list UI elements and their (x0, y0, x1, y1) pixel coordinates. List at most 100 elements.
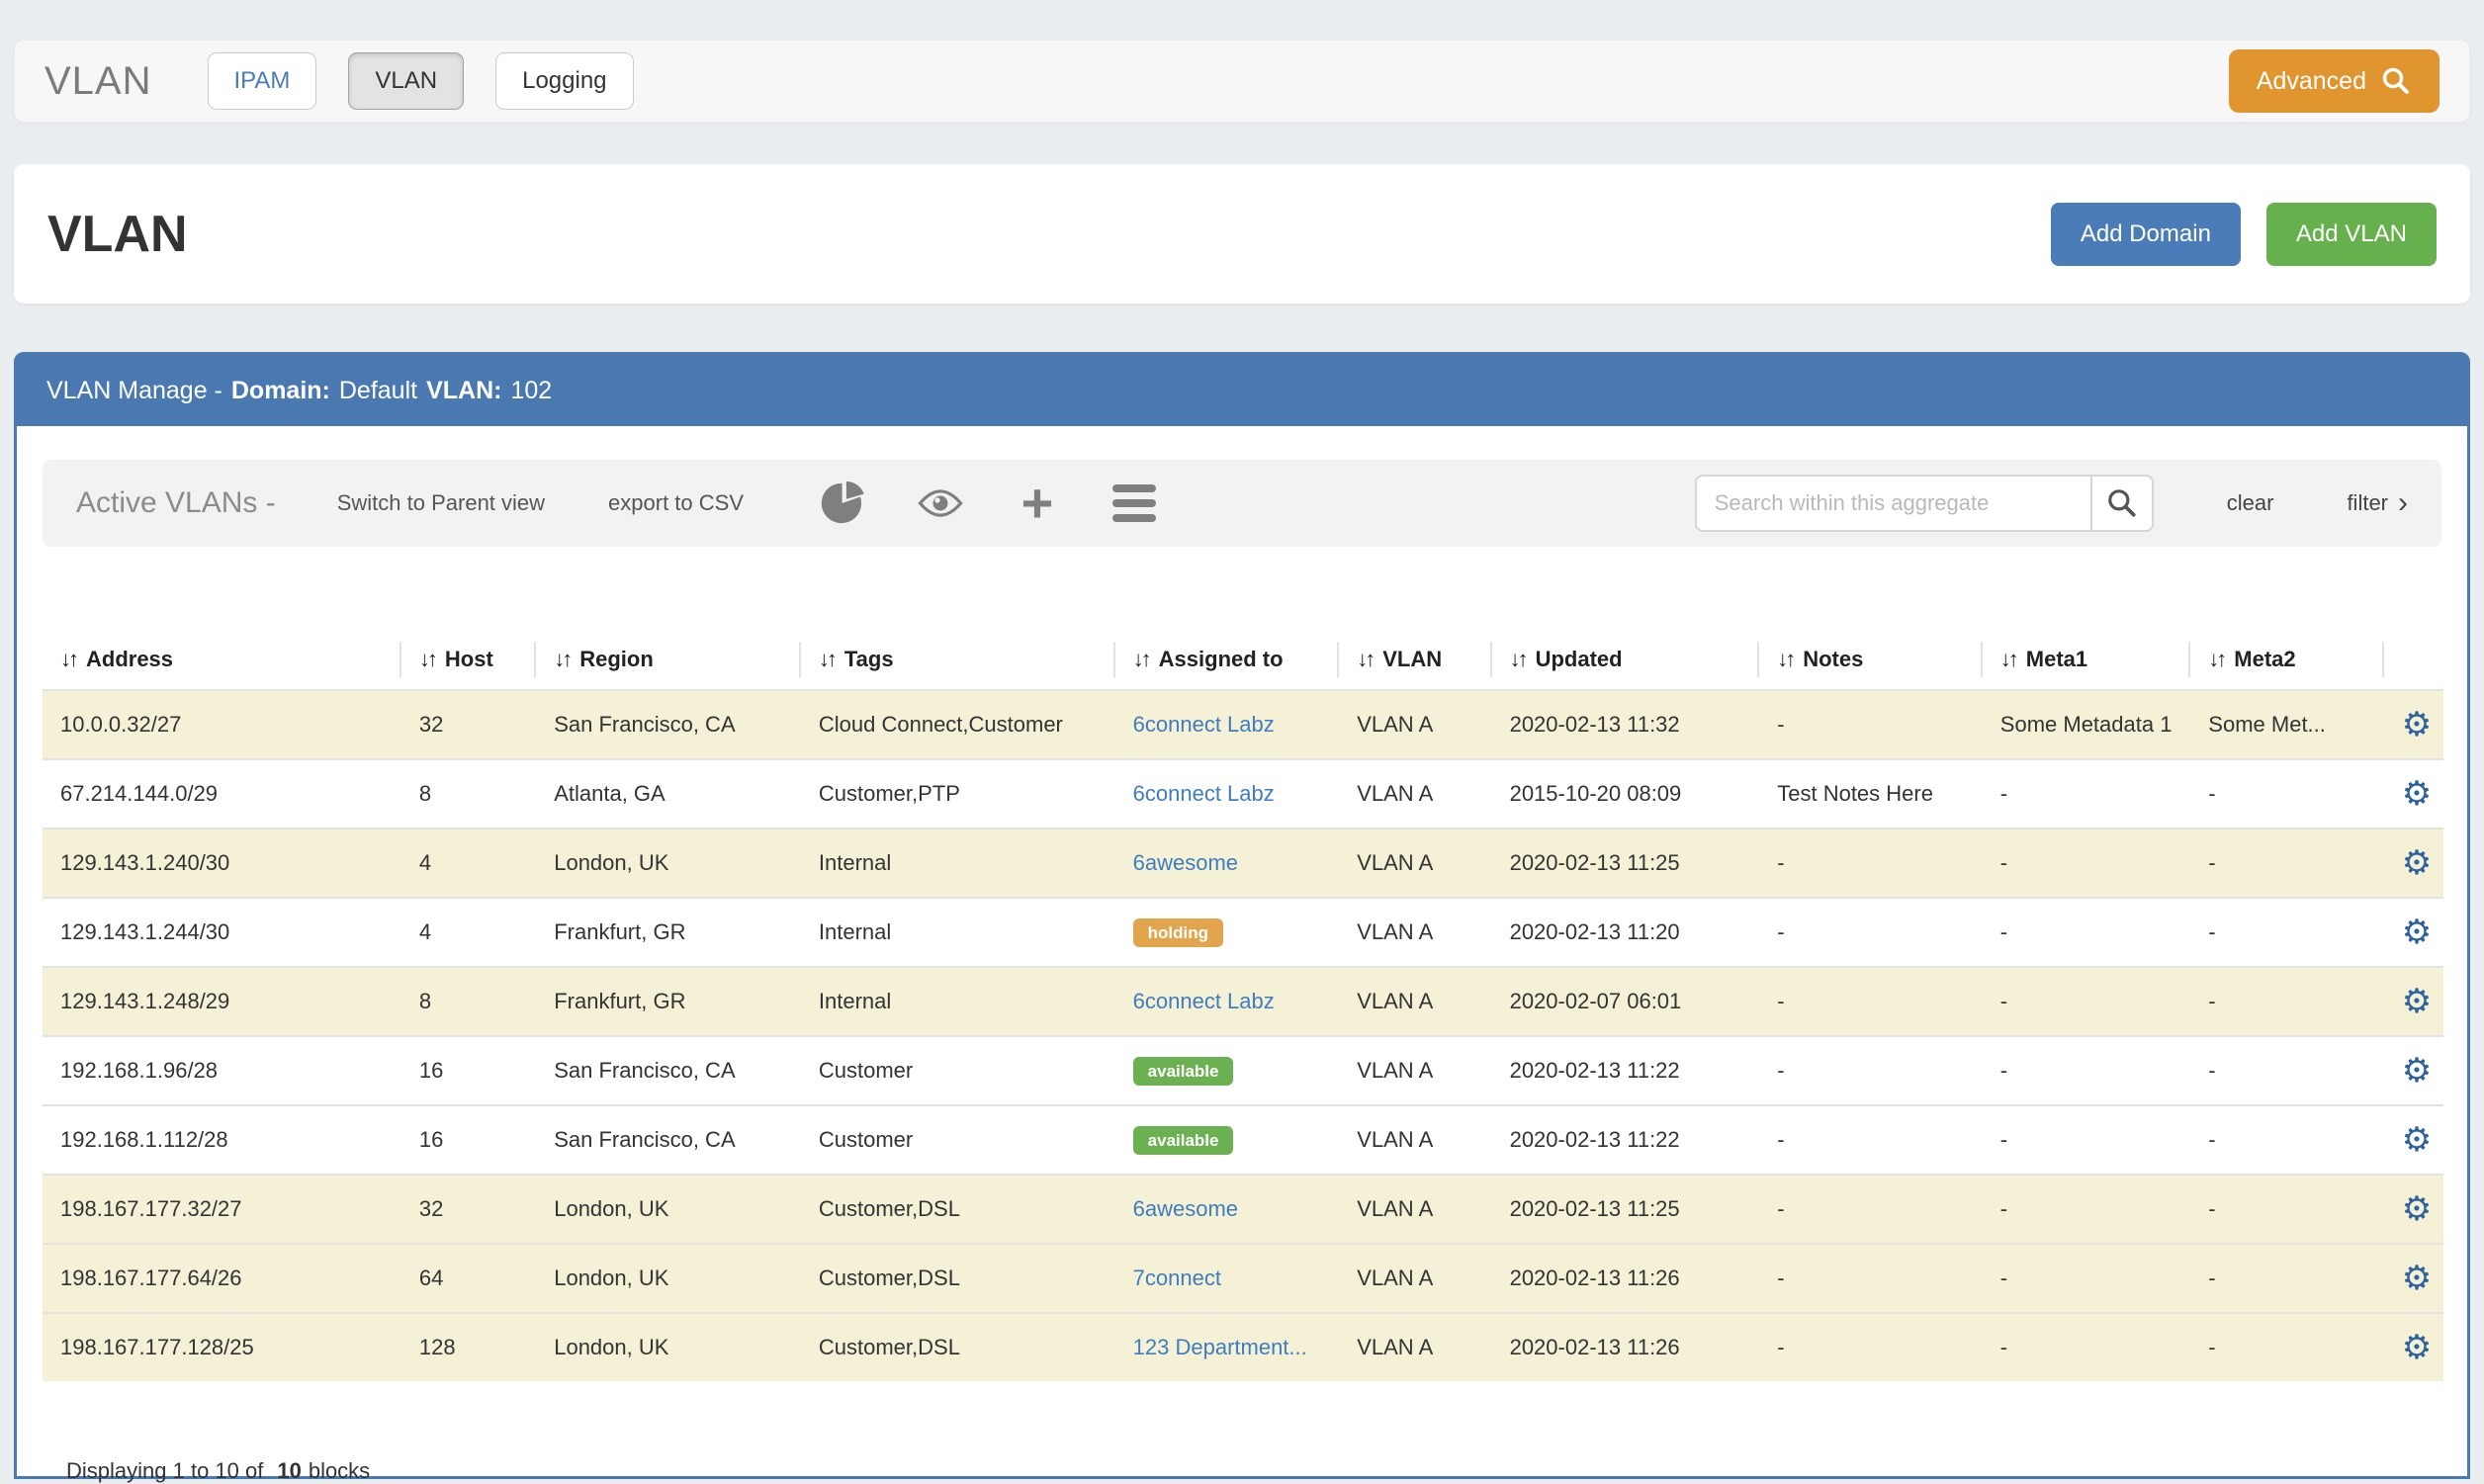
tab-ipam[interactable]: IPAM (208, 52, 317, 110)
column-header-tags[interactable]: ↓↑Tags (801, 630, 1115, 690)
table-row: 129.143.1.248/298Frankfurt, GRInternal6c… (43, 967, 2443, 1036)
cell-notes: - (1759, 967, 1983, 1036)
gear-icon[interactable]: ⚙ (2402, 775, 2432, 813)
magnifier-icon (2380, 65, 2412, 97)
panel-heading-manage: VLAN Manage - (46, 377, 222, 405)
page-title: VLAN (47, 205, 188, 264)
clear-link[interactable]: clear (2227, 490, 2274, 516)
column-header-address[interactable]: ↓↑Address (43, 630, 401, 690)
cell-actions: ⚙ (2384, 1105, 2443, 1175)
sort-icon: ↓↑ (2000, 647, 2016, 671)
sort-icon: ↓↑ (1510, 647, 1526, 671)
gear-icon[interactable]: ⚙ (2402, 1121, 2432, 1159)
cell-meta1: - (1983, 1105, 2191, 1175)
gear-icon[interactable]: ⚙ (2402, 1190, 2432, 1228)
gear-icon[interactable]: ⚙ (2402, 1260, 2432, 1297)
app-brand: VLAN (44, 59, 152, 104)
assigned-to-link[interactable]: 123 Department... (1133, 1335, 1307, 1359)
cell-actions: ⚙ (2384, 1313, 2443, 1381)
cell-notes: - (1759, 690, 1983, 759)
assigned-to-link[interactable]: 6connect Labz (1133, 712, 1275, 737)
column-header-updated[interactable]: ↓↑Updated (1492, 630, 1760, 690)
cell-meta1: - (1983, 898, 2191, 967)
column-header-notes[interactable]: ↓↑Notes (1759, 630, 1983, 690)
column-header-region[interactable]: ↓↑Region (536, 630, 801, 690)
add-domain-button[interactable]: Add Domain (2051, 203, 2241, 266)
gear-icon[interactable]: ⚙ (2402, 983, 2432, 1020)
export-csv-link[interactable]: export to CSV (608, 490, 744, 516)
cell-vlan: VLAN A (1339, 1244, 1491, 1313)
table-row: 192.168.1.96/2816San Francisco, CACustom… (43, 1036, 2443, 1105)
panel-heading-domain-value: Default (339, 377, 417, 405)
cell-notes: - (1759, 1175, 1983, 1244)
cell-updated: 2015-10-20 08:09 (1492, 759, 1760, 829)
column-header-host[interactable]: ↓↑Host (401, 630, 536, 690)
sort-icon: ↓↑ (1133, 647, 1149, 671)
cell-meta1: - (1983, 1313, 2191, 1381)
cell-assigned: available (1115, 1105, 1340, 1175)
table-row: 198.167.177.64/2664London, UKCustomer,DS… (43, 1244, 2443, 1313)
column-header-meta2[interactable]: ↓↑Meta2 (2190, 630, 2383, 690)
menu-icon[interactable] (1111, 480, 1157, 526)
cell-assigned: available (1115, 1036, 1340, 1105)
gear-icon[interactable]: ⚙ (2402, 1052, 2432, 1090)
chevron-right-icon: › (2398, 492, 2408, 514)
assigned-to-link[interactable]: 6awesome (1133, 1196, 1238, 1221)
column-header-meta1[interactable]: ↓↑Meta1 (1983, 630, 2191, 690)
cell-tags: Internal (801, 898, 1115, 967)
cell-tags: Customer (801, 1105, 1115, 1175)
cell-actions: ⚙ (2384, 690, 2443, 759)
cell-meta1: Some Metadata 1 (1983, 690, 2191, 759)
gear-icon[interactable]: ⚙ (2402, 844, 2432, 882)
cell-assigned: 7connect (1115, 1244, 1340, 1313)
panel-heading: VLAN Manage - Domain: Default VLAN: 102 (17, 355, 2467, 426)
cell-host: 4 (401, 898, 536, 967)
cell-actions: ⚙ (2384, 759, 2443, 829)
vlan-table-head: ↓↑Address↓↑Host↓↑Region↓↑Tags↓↑Assigned … (43, 630, 2443, 690)
advanced-search-button[interactable]: Advanced (2229, 49, 2440, 113)
add-vlan-button[interactable]: Add VLAN (2266, 203, 2437, 266)
panel-heading-vlan-label: VLAN: (426, 377, 501, 405)
cell-vlan: VLAN A (1339, 1313, 1491, 1381)
plus-icon[interactable]: + (1015, 480, 1060, 526)
vlan-table-body: 10.0.0.32/2732San Francisco, CACloud Con… (43, 690, 2443, 1381)
search-button[interactable] (2090, 475, 2154, 532)
assigned-to-link[interactable]: 6connect Labz (1133, 781, 1275, 806)
switch-parent-view-link[interactable]: Switch to Parent view (337, 490, 545, 516)
table-row: 129.143.1.244/304Frankfurt, GRInternalho… (43, 898, 2443, 967)
cell-notes: - (1759, 1313, 1983, 1381)
cell-meta1: - (1983, 1244, 2191, 1313)
column-header-vlan[interactable]: ↓↑VLAN (1339, 630, 1491, 690)
cell-region: San Francisco, CA (536, 690, 801, 759)
eye-icon[interactable] (918, 480, 963, 526)
cell-host: 4 (401, 829, 536, 898)
tab-logging[interactable]: Logging (495, 52, 633, 110)
cell-host: 16 (401, 1105, 536, 1175)
search-input[interactable] (1695, 475, 2090, 532)
cell-notes: - (1759, 1244, 1983, 1313)
status-badge-available: available (1133, 1126, 1234, 1155)
filter-link[interactable]: filter › (2347, 490, 2408, 516)
assigned-to-link[interactable]: 7connect (1133, 1266, 1221, 1290)
cell-tags: Customer,DSL (801, 1175, 1115, 1244)
gear-icon[interactable]: ⚙ (2402, 914, 2432, 951)
sort-icon: ↓↑ (419, 647, 435, 671)
cell-tags: Customer,DSL (801, 1313, 1115, 1381)
cell-tags: Internal (801, 829, 1115, 898)
cell-updated: 2020-02-13 11:25 (1492, 1175, 1760, 1244)
status-badge-holding: holding (1133, 918, 1223, 947)
sort-icon: ↓↑ (2208, 647, 2224, 671)
column-header-assigned-to[interactable]: ↓↑Assigned to (1115, 630, 1340, 690)
cell-address: 198.167.177.32/27 (43, 1175, 401, 1244)
gear-icon[interactable]: ⚙ (2402, 706, 2432, 743)
pie-chart-icon[interactable] (821, 480, 866, 526)
tab-vlan[interactable]: VLAN (348, 52, 464, 110)
assigned-to-link[interactable]: 6connect Labz (1133, 989, 1275, 1013)
sort-icon: ↓↑ (1357, 647, 1373, 671)
cell-region: London, UK (536, 1244, 801, 1313)
cell-address: 192.168.1.96/28 (43, 1036, 401, 1105)
assigned-to-link[interactable]: 6awesome (1133, 850, 1238, 875)
sort-icon: ↓↑ (554, 647, 570, 671)
gear-icon[interactable]: ⚙ (2402, 1329, 2432, 1366)
cell-updated: 2020-02-13 11:22 (1492, 1036, 1760, 1105)
